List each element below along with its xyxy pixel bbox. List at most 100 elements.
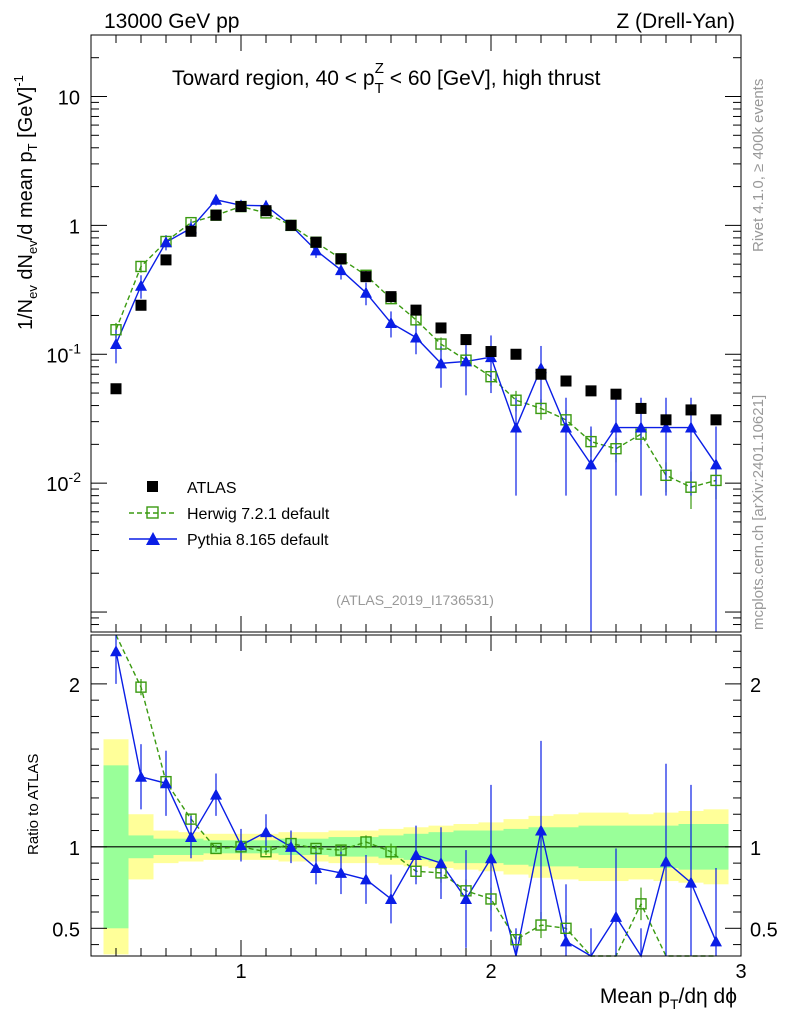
atlas-point xyxy=(160,254,172,266)
x-axis-label: Mean pT/dη dϕ xyxy=(600,985,737,1012)
pythia-point xyxy=(460,355,472,367)
ratio-tick-label-left: 2 xyxy=(69,675,80,697)
y-tick-label: 10-2 xyxy=(46,469,81,496)
herwig-point xyxy=(110,324,122,336)
pythia-ratio-point xyxy=(385,892,397,904)
pythia-point xyxy=(135,279,147,291)
pythia-point xyxy=(510,421,522,433)
pythia-ratio-point xyxy=(610,910,622,922)
pythia-point xyxy=(710,458,722,470)
ratio-tick-label-right: 1 xyxy=(750,838,761,860)
herwig-ratio-point xyxy=(635,898,647,910)
y-label-sub3: T xyxy=(25,143,40,151)
herwig-ratio-point xyxy=(385,846,397,858)
atlas-point xyxy=(635,402,647,414)
herwig-point xyxy=(435,338,447,350)
pythia-ratio-point xyxy=(260,826,272,838)
y-tick-exp: -2 xyxy=(69,469,82,485)
pythia-point xyxy=(310,244,322,256)
atlas-point xyxy=(710,414,722,426)
atlas-point xyxy=(260,205,272,217)
atlas-point xyxy=(360,271,372,283)
pythia-ratio-point xyxy=(535,824,547,836)
herwig-ratio-point xyxy=(560,922,572,934)
pythia-ratio-line xyxy=(115,651,717,958)
pythia-ratio-point xyxy=(135,770,147,782)
ratio-tick-label-left: 1 xyxy=(69,838,80,860)
y-label-sub2: ev xyxy=(25,240,40,254)
mcplots-note: mcplots.cern.ch [arXiv:2401.10621] xyxy=(750,395,767,630)
herwig-point xyxy=(585,435,597,448)
pythia-point xyxy=(360,286,372,298)
pythia-ratio-point xyxy=(235,839,247,851)
herwig-ratio-point xyxy=(535,919,547,931)
herwig-ratio-point xyxy=(260,846,272,858)
legend-pythia-label: Pythia 8.165 default xyxy=(187,532,329,549)
x-label-sub: T xyxy=(670,996,679,1012)
atlas-point xyxy=(560,375,572,387)
herwig-point xyxy=(410,314,422,326)
x-tick-label: 2 xyxy=(485,961,496,983)
atlas-point xyxy=(535,368,547,380)
pythia-ratio-point xyxy=(560,935,572,947)
herwig-point xyxy=(610,443,622,455)
y-label-sup: -1 xyxy=(11,75,26,87)
y-tick-base: 10 xyxy=(46,345,68,367)
y-tick-label: 1 xyxy=(69,216,80,238)
region-title-sub: T xyxy=(375,80,384,97)
herwig-point xyxy=(485,370,497,383)
pythia-point xyxy=(660,421,672,433)
ratio-frame xyxy=(90,634,742,957)
x-tick-label: 3 xyxy=(735,961,746,983)
ratio-plot: 1 2 30.5 0.51 12 2 xyxy=(52,634,778,983)
pythia-point xyxy=(410,331,422,343)
rivet-note: Rivet 4.1.0, ≥ 400k events xyxy=(750,79,767,252)
atlas-point xyxy=(385,291,397,303)
herwig-ratio-point xyxy=(135,681,147,693)
y-tick-base: 10 xyxy=(46,474,68,496)
region-title: Toward region, 40 < pTZ < 60 [GeV], high… xyxy=(172,60,601,97)
pythia-ratio-point xyxy=(485,852,497,864)
pythia-point xyxy=(110,338,122,350)
y-label-b: dN xyxy=(15,254,37,285)
pythia-point xyxy=(335,264,347,276)
y-tick-exp: -1 xyxy=(69,340,82,356)
atlas-point xyxy=(310,236,322,248)
herwig-point xyxy=(710,474,722,487)
y-label-c: /d mean p xyxy=(15,151,37,240)
atlas-point xyxy=(410,304,422,316)
y-tick-label: 10 xyxy=(58,87,80,109)
herwig-ratio-point xyxy=(410,865,422,877)
pythia-ratio-point xyxy=(660,855,672,867)
ratio-y-label: Ratio to ATLAS xyxy=(25,754,42,855)
region-title-post: < 60 [GeV], high thrust xyxy=(384,67,601,90)
herwig-point xyxy=(685,481,697,493)
atlas-point xyxy=(610,388,622,400)
pythia-ratio-point xyxy=(360,873,372,885)
pythia-ratio-point xyxy=(685,876,697,888)
pythia-point xyxy=(610,421,622,433)
atlas-point xyxy=(685,404,697,416)
pythia-ratio-point xyxy=(210,788,222,800)
region-title-sup: Z xyxy=(375,60,384,77)
herwig-point xyxy=(510,394,522,406)
herwig-ratio-point xyxy=(360,836,372,848)
x-label-a: Mean p xyxy=(600,985,670,1008)
pythia-point xyxy=(635,421,647,433)
pythia-ratio-point xyxy=(335,866,347,878)
y-tick-label: 10-1 xyxy=(46,340,81,367)
atlas-point xyxy=(335,253,347,265)
pythia-point xyxy=(560,421,572,433)
header-right: Z (Drell-Yan) xyxy=(616,10,735,33)
pythia-ratio-point xyxy=(435,857,447,869)
legend: ATLAS Herwig 7.2.1 default Pythia 8.165 … xyxy=(129,480,330,549)
y-label-a: 1/N xyxy=(15,299,37,330)
atlas-point xyxy=(285,219,297,231)
atlas-point xyxy=(185,225,197,237)
y-label-unit: [GeV] xyxy=(15,87,37,144)
pythia-ratio-point xyxy=(710,935,722,947)
atlas-point xyxy=(660,414,672,426)
herwig-ratio-point xyxy=(210,842,222,855)
